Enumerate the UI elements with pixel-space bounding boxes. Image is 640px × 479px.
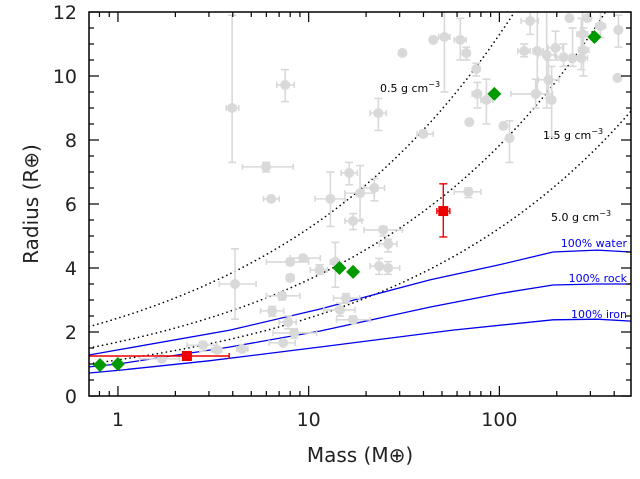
background-point-42 [418, 128, 429, 139]
background-point-34 [461, 47, 472, 58]
background-point-35 [397, 47, 408, 58]
composition-curve-2 [89, 318, 631, 374]
background-point-14 [374, 261, 385, 272]
background-point-62 [582, 13, 593, 24]
background-point-60 [612, 72, 623, 83]
background-point-36 [471, 63, 482, 74]
x-axis-label: Mass (M⊕) [307, 443, 413, 467]
background-point-47 [532, 46, 543, 57]
background-point-59 [546, 95, 557, 105]
composition-label-0: 100% water [561, 237, 628, 250]
red-point-1 [438, 206, 449, 217]
background-point-31 [428, 34, 439, 45]
background-point-16 [314, 264, 325, 275]
background-point-0 [227, 103, 238, 113]
background-point-37 [472, 88, 483, 99]
background-point-11 [298, 253, 309, 264]
background-point-49 [550, 42, 561, 53]
density-label-exponent: −3 [591, 127, 603, 136]
highlighted-points-layer [89, 29, 602, 372]
background-point-22 [335, 304, 346, 315]
background-point-24 [348, 314, 359, 325]
density-label-0: 0.5 g cm−3 [380, 80, 440, 95]
y-tick-label-0: 0 [65, 386, 77, 408]
background-point-2 [261, 161, 272, 172]
background-point-20 [341, 293, 352, 304]
background-point-26 [278, 337, 289, 348]
background-point-44 [463, 186, 474, 197]
x-tick-label-1: 1 [112, 409, 124, 431]
background-point-39 [464, 117, 475, 128]
green-point-4 [487, 86, 502, 101]
background-point-61 [564, 13, 575, 24]
background-point-40 [498, 120, 509, 131]
background-point-23 [283, 317, 294, 328]
background-point-8 [348, 215, 359, 226]
background-point-41 [504, 133, 515, 144]
background-point-58 [530, 88, 541, 99]
background-point-33 [455, 34, 466, 45]
y-tick-label-10: 10 [53, 66, 77, 88]
background-point-7 [325, 193, 336, 204]
density-label-2: 5.0 g cm−3 [551, 209, 611, 224]
composition-curve-0 [89, 249, 631, 356]
background-point-32 [439, 31, 450, 42]
density-label-exponent: −3 [599, 209, 611, 218]
density-curve-0 [89, 12, 516, 328]
green-point-1 [110, 357, 125, 371]
density-curve-1 [89, 12, 607, 349]
y-axis-label: Radius (R⊕) [19, 144, 43, 264]
background-point-10 [383, 239, 394, 249]
annotations-layer: 0.5 g cm−3 1.5 g cm−3 5.0 g cm−3 100% water… [380, 80, 628, 321]
background-point-6 [355, 188, 366, 199]
background-point-12 [285, 256, 296, 267]
background-point-30 [237, 343, 248, 354]
background-point-5 [369, 183, 380, 193]
density-label-1: 1.5 g cm−3 [543, 127, 603, 142]
green-point-5 [587, 29, 602, 44]
density-curve-2 [89, 110, 631, 365]
background-point-18 [230, 279, 241, 289]
y-tick-label-8: 8 [65, 130, 77, 152]
background-point-9 [378, 224, 389, 235]
background-point-56 [613, 24, 624, 35]
background-point-3 [266, 193, 277, 204]
background-point-25 [289, 327, 300, 338]
background-point-45 [525, 15, 536, 26]
composition-label-1: 100% rock [569, 272, 628, 285]
background-point-15 [383, 263, 394, 273]
background-point-19 [277, 290, 288, 301]
background-point-1 [280, 79, 291, 90]
y-tick-label-6: 6 [65, 194, 77, 216]
y-tick-label-4: 4 [65, 258, 77, 280]
background-points-layer [138, 12, 624, 364]
composition-label-2: 100% iron [571, 308, 627, 321]
density-label-exponent: −3 [428, 80, 440, 89]
green-point-0 [92, 357, 107, 372]
background-point-28 [197, 340, 208, 351]
background-point-54 [577, 29, 588, 40]
background-point-38 [481, 95, 492, 105]
background-point-17 [285, 272, 296, 283]
background-point-43 [373, 108, 384, 119]
red-point-0 [181, 351, 192, 361]
x-tick-label-100: 100 [481, 409, 517, 431]
y-tick-label-12: 12 [53, 2, 77, 24]
background-point-29 [212, 344, 223, 355]
background-point-4 [344, 167, 355, 178]
green-point-3 [346, 264, 361, 279]
background-point-48 [541, 49, 552, 60]
background-point-21 [267, 305, 278, 316]
axes-layer: 1 10 100 0 2 4 6 8 10 12 [53, 2, 631, 431]
y-tick-label-2: 2 [65, 322, 77, 344]
background-point-46 [519, 46, 530, 57]
background-point-55 [595, 21, 606, 32]
green-point-2 [332, 261, 347, 275]
x-tick-label-10: 10 [297, 409, 321, 431]
